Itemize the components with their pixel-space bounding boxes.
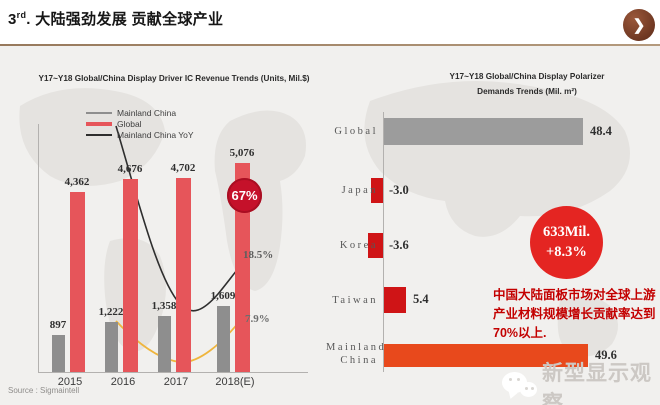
bar-mainland-2018(E) [217, 306, 230, 372]
bar-taiwan [384, 287, 406, 313]
title-text: . 大陆强劲发展 贡献全球产业 [26, 11, 224, 28]
y-tick-global: Global [334, 126, 378, 137]
right-chart-title-line2: Demands Trends (Mil. m²) [477, 87, 577, 96]
value-global-2016: 4,676 [117, 163, 143, 175]
mainland-yoy-end-label: 18.5% [243, 249, 274, 261]
value-mainland-2017: 1,358 [151, 300, 177, 312]
bar-global-2015 [70, 192, 85, 372]
bar-global-2018(E) [235, 163, 250, 372]
bar-japan [371, 178, 383, 203]
title-ordinal-sup: rd [16, 10, 27, 20]
y-tick-mainland-china: Mainland China [326, 342, 387, 367]
conclusion-annotation: 中国大陆面板市场对全球上游产业材料规模增长贡献率达到70%以上. [493, 288, 656, 340]
legend-label: Global [117, 118, 142, 129]
watermark-text: 新型显示观察 [541, 362, 652, 405]
bar-mainland-2016 [105, 322, 118, 372]
legend-item: Global [86, 118, 194, 129]
value-mainland-2018(E): 1,609 [210, 290, 236, 302]
x-tick-2016: 2016 [110, 376, 136, 388]
left-chart-title: Y17~Y18 Global/China Display Driver IC R… [38, 74, 310, 83]
legend-label: Mainland China [117, 107, 177, 118]
right-chart-baseline-axis [383, 112, 384, 372]
value-mainland-china: 49.6 [595, 347, 617, 362]
right-chart-title-line1: Y17~Y18 Global/China Display Polarizer [449, 72, 605, 81]
bar-korea [368, 233, 383, 258]
value-japan: -3.0 [389, 182, 409, 197]
value-global-2017: 4,702 [170, 162, 196, 174]
bar-mainland-2015 [52, 335, 65, 372]
title-divider [0, 44, 660, 46]
page-title: 3rd. 大陆强劲发展 贡献全球产业 [8, 8, 223, 29]
polarizer-total-badge: 633Mil. +8.3% [530, 206, 603, 279]
global-yoy-end-label: 7.9% [245, 313, 270, 325]
x-tick-2018(E): 2018(E) [215, 376, 255, 388]
badge-total: 633Mil. [542, 223, 591, 240]
legend-swatch-icon [86, 133, 112, 136]
watermark: 新型显示观察 [502, 357, 660, 405]
bar-global [384, 118, 583, 145]
source-note: Source : Sigmaintell [8, 386, 80, 395]
value-global-2018(E): 5,076 [229, 147, 255, 159]
bar-mainland-2017 [158, 316, 171, 372]
value-global-2015: 4,362 [64, 176, 90, 188]
legend-item: Mainland China YoY [86, 129, 194, 140]
value-mainland-2016: 1,222 [98, 306, 124, 318]
sigmaintell-logo-icon: ❯ [623, 9, 655, 41]
x-tick-2017: 2017 [163, 376, 189, 388]
value-taiwan: 5.4 [413, 292, 429, 306]
left-chart-legend: Mainland China Global Mainland China YoY [86, 107, 194, 140]
left-chart-y-axis [38, 124, 39, 372]
value-korea: -3.6 [389, 237, 409, 252]
legend-label: Mainland China YoY [117, 129, 194, 140]
title-number: 3 [8, 11, 17, 28]
bar-global-2017 [176, 178, 191, 372]
bar-global-2016 [123, 179, 138, 372]
value-global: 48.4 [590, 123, 612, 138]
legend-swatch-icon [86, 121, 112, 126]
legend-swatch-icon [86, 111, 112, 114]
left-chart-x-axis [38, 372, 308, 373]
value-mainland-2015: 897 [49, 319, 67, 331]
legend-item: Mainland China [86, 107, 194, 118]
wechat-icon [502, 370, 537, 405]
mainland-share-badge: 67% [227, 178, 262, 213]
x-tick-2015: 2015 [57, 376, 83, 388]
y-tick-korea: Korea [339, 240, 378, 251]
y-tick-japan: Japan [341, 185, 378, 196]
y-tick-taiwan: Taiwan [332, 294, 378, 306]
badge-growth: +8.3% [546, 243, 587, 260]
bar-mainland-china [384, 344, 588, 367]
